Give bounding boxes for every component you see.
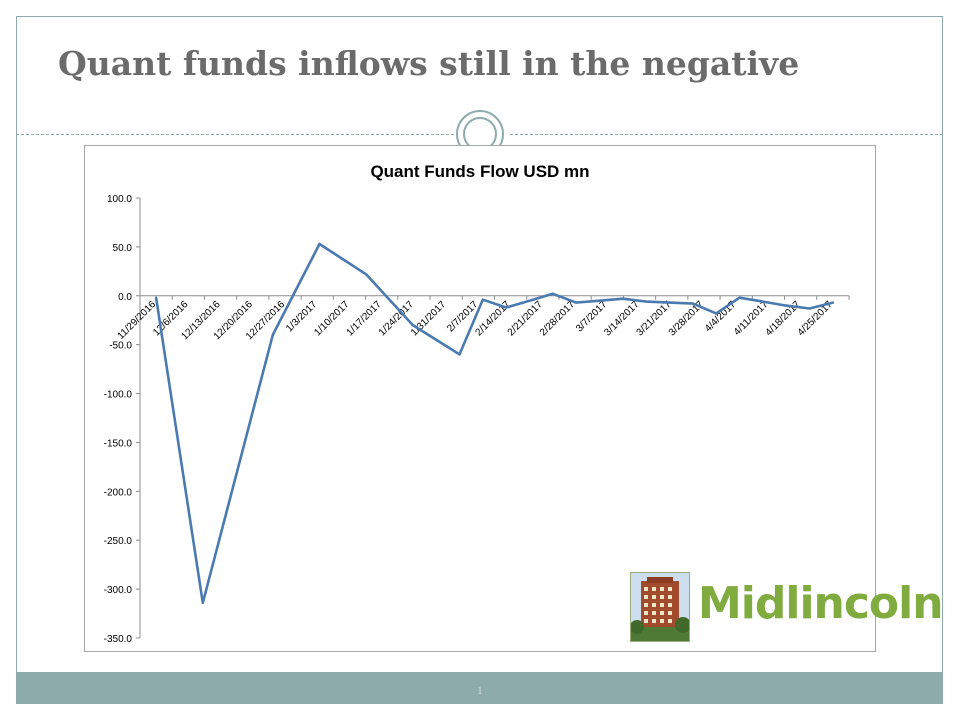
y-tick-label: -300.0 <box>104 585 133 596</box>
slide-title: Quant funds inflows still in the negativ… <box>58 44 800 83</box>
x-tick-label: 1/31/2017 <box>409 299 449 339</box>
page-number: 1 <box>476 686 484 697</box>
data-point <box>481 298 484 301</box>
chart-container: Quant Funds Flow USD mn 100.0 50.0 0.0 -50.… <box>84 145 876 652</box>
data-point <box>318 242 321 246</box>
data-point <box>738 296 741 299</box>
footer-bar: 1 <box>17 672 943 703</box>
y-tick-label: -200.0 <box>104 487 133 498</box>
title-divider-left <box>16 134 454 135</box>
midlincoln-logo: Midlincoln <box>630 572 944 644</box>
building-icon <box>630 572 690 642</box>
data-point <box>458 353 461 356</box>
y-tick-label: 50.0 <box>113 243 133 254</box>
data-point <box>551 292 554 295</box>
y-tick-label: -150.0 <box>104 438 133 449</box>
data-point <box>598 299 601 302</box>
logo-wordmark: Midlincoln <box>698 578 944 629</box>
y-tick-label: 100.0 <box>107 194 132 205</box>
data-point <box>668 301 671 304</box>
x-tick-label: 11/29/2016 <box>116 299 159 342</box>
data-point <box>528 299 531 302</box>
data-point <box>411 323 414 327</box>
data-point <box>645 300 648 303</box>
chart-title: Quant Funds Flow USD mn <box>370 162 589 181</box>
data-point <box>201 601 204 604</box>
data-point <box>761 300 765 303</box>
x-tick-label: 3/28/2017 <box>667 299 707 339</box>
data-point <box>691 302 695 305</box>
data-point <box>364 273 368 276</box>
x-tick-label: 2/28/2017 <box>538 299 578 339</box>
line-chart: Quant Funds Flow USD mn 100.0 50.0 0.0 -50.… <box>104 162 850 645</box>
y-axis: 100.0 50.0 0.0 -50.0 -100.0 -150.0 -200.0 -250.… <box>104 194 141 645</box>
y-tick-label: -250.0 <box>104 536 133 547</box>
data-point <box>271 333 274 337</box>
data-point <box>831 301 835 304</box>
slide-frame <box>16 16 943 704</box>
data-point <box>621 297 625 300</box>
y-tick-label: -100.0 <box>104 390 133 401</box>
data-point <box>785 304 788 307</box>
y-tick-label: -50.0 <box>109 341 132 352</box>
data-point <box>505 306 508 309</box>
data-point <box>154 296 158 299</box>
series-group <box>154 242 835 605</box>
title-divider-right <box>510 134 943 135</box>
data-point <box>715 312 718 315</box>
y-tick-label: -350.0 <box>104 634 133 645</box>
data-point <box>575 301 578 304</box>
y-tick-label: 0.0 <box>118 292 132 303</box>
data-point <box>808 307 811 310</box>
